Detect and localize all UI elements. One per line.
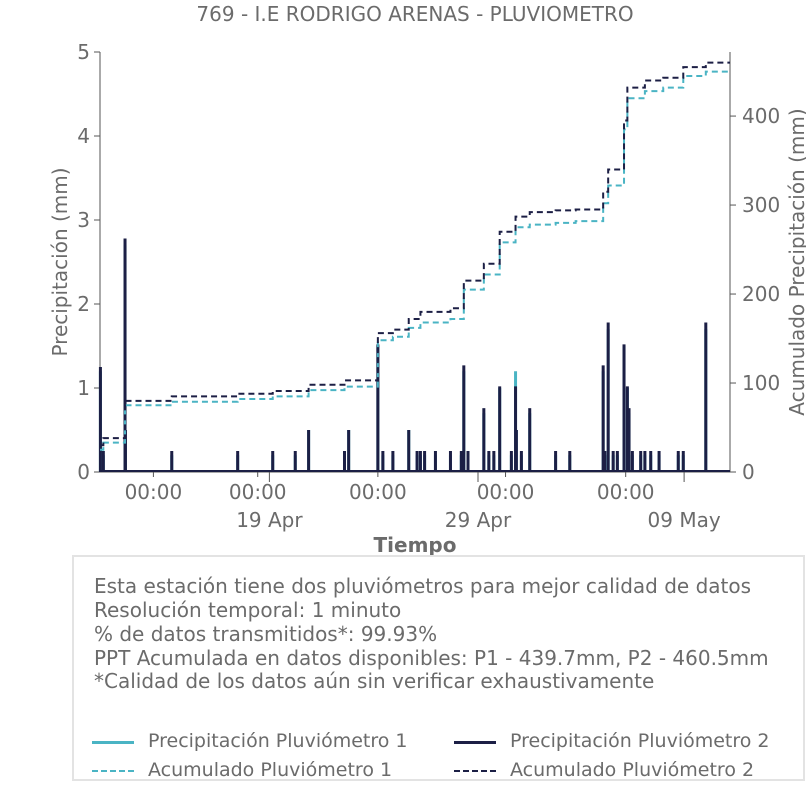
left-ticks: 0 1 2 3 4 5 — [77, 40, 100, 484]
info-line-1: Esta estación tiene dos pluviómetros par… — [94, 574, 752, 598]
right-tick-label: 0 — [742, 460, 755, 484]
right-ticks: 0 100 200 300 400 — [730, 104, 780, 484]
info-line-4: PPT Acumulada en datos disponibles: P1 -… — [94, 646, 769, 670]
line-acumulado-pluviometro-2 — [100, 61, 730, 447]
x-major-tick-label: 09 May — [648, 508, 721, 532]
left-tick-label: 1 — [77, 376, 90, 400]
x-minor-tick-label: 00:00 — [229, 480, 287, 504]
cumulative-lines — [100, 61, 730, 451]
x-minor-tick-label: 00:00 — [597, 480, 655, 504]
x-axis-label: Tiempo — [374, 533, 457, 556]
chart-title: 769 - I.E RODRIGO ARENAS - PLUVIOMETRO — [196, 2, 633, 26]
left-tick-label: 4 — [77, 124, 90, 148]
chart-area: 769 - I.E RODRIGO ARENAS - PLUVIOMETRO 0… — [48, 2, 806, 556]
x-minor-tick-label: 00:00 — [125, 480, 183, 504]
bars-pluviometro-1 — [98, 245, 708, 472]
left-tick-label: 3 — [77, 208, 90, 232]
right-tick-label: 100 — [742, 371, 780, 395]
info-line-2: Resolución temporal: 1 minuto — [94, 598, 402, 622]
x-major-tick-label: 19 Apr — [236, 508, 303, 532]
x-minor-tick-label: 00:00 — [477, 480, 535, 504]
legend-swatch-p2-acum — [454, 770, 496, 772]
axes — [99, 52, 731, 473]
legend-swatch-p1-precip — [92, 741, 134, 744]
right-tick-label: 300 — [742, 193, 780, 217]
y-axis-left-label: Precipitación (mm) — [48, 167, 72, 356]
legend-label-p2-acum: Acumulado Pluviómetro 2 — [510, 759, 755, 781]
left-tick-label: 5 — [77, 40, 90, 64]
x-minor-tick-label: 00:00 — [349, 480, 407, 504]
info-panel: Esta estación tiene dos pluviómetros par… — [72, 555, 805, 781]
info-line-3: % de datos transmitidos*: 99.93% — [94, 622, 438, 646]
legend-swatch-p2-precip — [454, 741, 496, 744]
legend-swatch-p1-acum — [92, 770, 134, 772]
legend-label-p2-precip: Precipitación Pluviómetro 2 — [510, 730, 770, 752]
x-ticks: 00:00 00:00 00:00 00:00 00:00 19 Apr 29 Apr 09 … — [125, 472, 721, 532]
bars-pluviometro-2 — [98, 238, 730, 472]
legend-label-p1-precip: Precipitación Pluviómetro 1 — [148, 730, 408, 752]
left-tick-label: 2 — [77, 292, 90, 316]
info-line-5: *Calidad de los datos aún sin verificar … — [94, 669, 655, 693]
right-tick-label: 200 — [742, 282, 780, 306]
line-acumulado-pluviometro-1 — [100, 70, 730, 451]
y-axis-right-label: Acumulado Precipitación (mm) — [785, 108, 806, 415]
x-major-tick-label: 29 Apr — [445, 508, 512, 532]
legend-label-p1-acum: Acumulado Pluviómetro 1 — [148, 759, 393, 781]
right-tick-label: 400 — [742, 104, 780, 128]
left-tick-label: 0 — [77, 460, 90, 484]
